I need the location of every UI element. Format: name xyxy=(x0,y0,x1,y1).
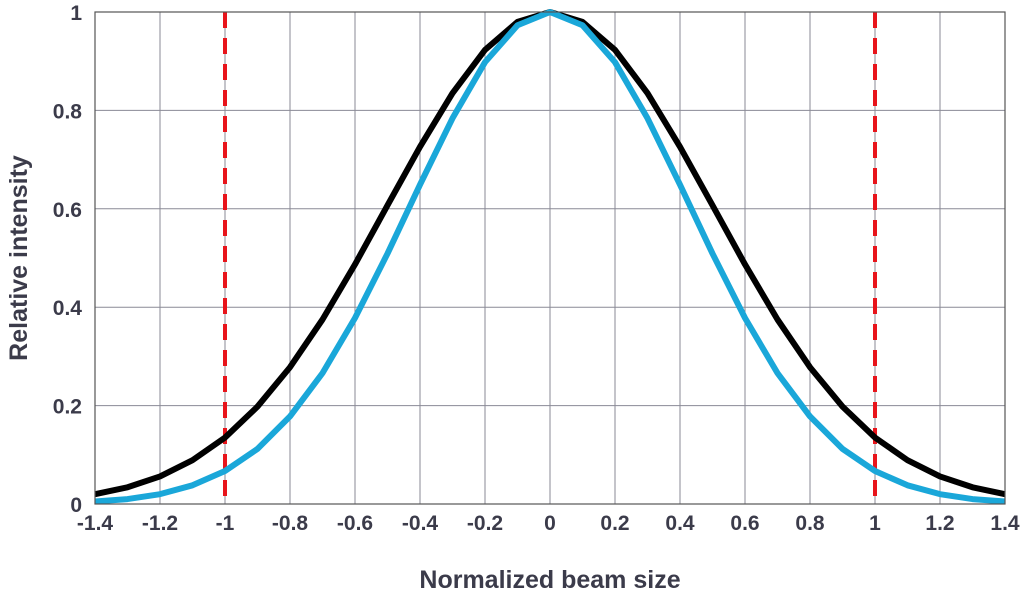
x-axis-label: Normalized beam size xyxy=(419,566,680,594)
x-tick-label: -0.6 xyxy=(337,512,373,535)
y-tick-labels: 0 0.2 0.4 0.6 0.8 1 xyxy=(53,2,83,517)
plot-frame xyxy=(94,11,1006,505)
y-tick-label: 0.2 xyxy=(53,396,82,419)
y-axis-label: Relative intensity xyxy=(5,155,33,361)
y-tick-label: 0.8 xyxy=(53,100,83,123)
x-tick-label: 1.2 xyxy=(925,512,954,535)
x-tick-label: -1 xyxy=(216,512,235,535)
reference-lines xyxy=(223,12,877,504)
x-tick-label: -1.2 xyxy=(142,512,178,535)
y-tick-label: 1 xyxy=(70,2,82,25)
x-tick-label: -0.4 xyxy=(402,512,439,535)
x-tick-label: -0.2 xyxy=(467,512,503,535)
x-tick-label: 1.4 xyxy=(990,512,1020,535)
x-tick-label: 0.8 xyxy=(795,512,825,535)
x-tick-label: 0 xyxy=(544,512,556,535)
x-tick-label: 0.2 xyxy=(600,512,629,535)
y-tick-label: 0 xyxy=(70,494,82,517)
x-tick-label: 0.4 xyxy=(665,512,695,535)
y-tick-label: 0.4 xyxy=(53,297,83,320)
x-tick-label: 0.6 xyxy=(730,512,759,535)
x-tick-labels: -1.4 -1.2 -1 -0.8 -0.6 -0.4 -0.2 0 0.2 0.4 0.6 0.8 1… xyxy=(77,512,1020,535)
x-tick-label: -1.4 xyxy=(77,512,114,535)
x-tick-label: 1 xyxy=(869,512,881,535)
x-tick-label: -0.8 xyxy=(272,512,309,535)
y-tick-label: 0.6 xyxy=(53,199,82,222)
